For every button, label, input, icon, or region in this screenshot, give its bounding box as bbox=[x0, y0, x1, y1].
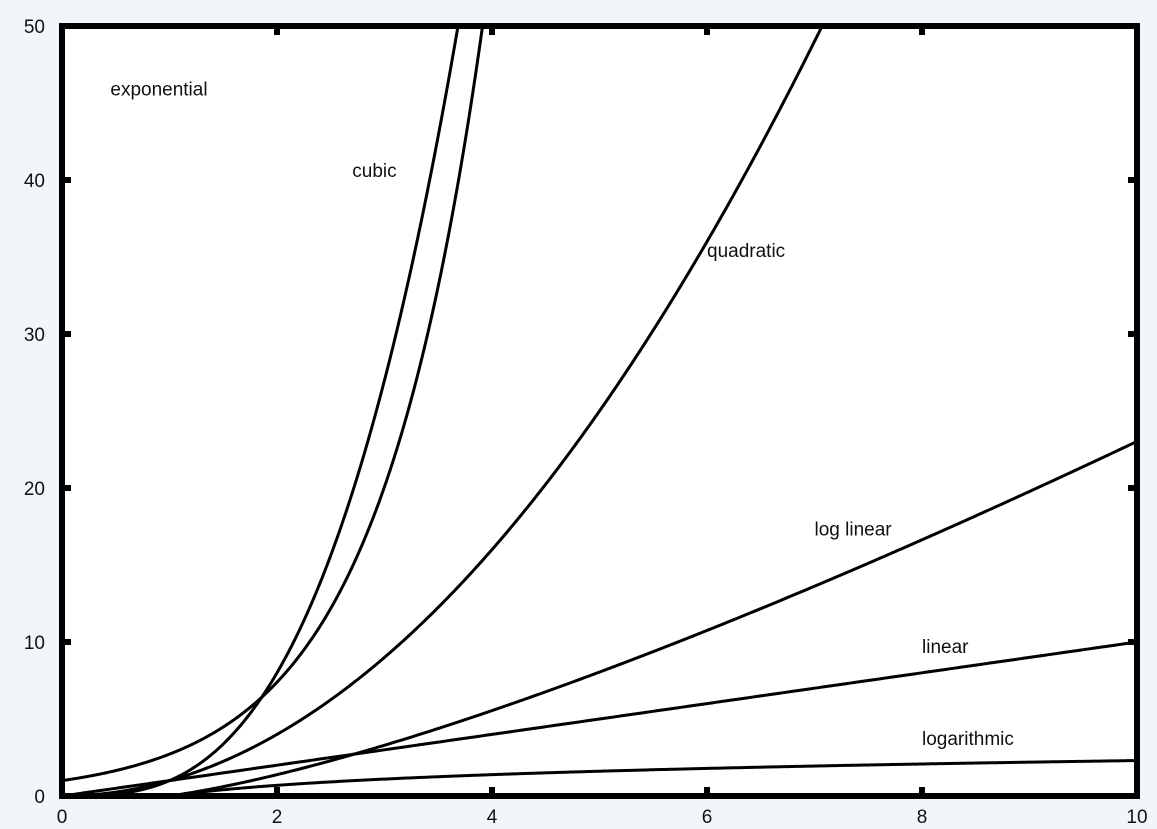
series-linear bbox=[60, 640, 1139, 798]
x-tick-label-0: 0 bbox=[57, 807, 68, 828]
x-tick-label-2: 2 bbox=[272, 807, 283, 828]
y-tick-label-50: 50 bbox=[24, 17, 45, 38]
series-logarithmic bbox=[168, 759, 1139, 798]
y-tick-labels: 0 10 20 30 40 50 bbox=[24, 17, 45, 808]
series-log-linear bbox=[168, 439, 1139, 798]
y-tick-label-10: 10 bbox=[24, 633, 45, 654]
x-tick-label-10: 10 bbox=[1126, 807, 1147, 828]
label-log-linear: log linear bbox=[815, 520, 893, 541]
series-curves bbox=[60, 24, 1139, 798]
y-tick-label-30: 30 bbox=[24, 325, 45, 346]
series-quadratic bbox=[60, 24, 824, 798]
series-cubic bbox=[60, 24, 460, 798]
label-logarithmic: logarithmic bbox=[922, 729, 1014, 750]
label-quadratic: quadratic bbox=[707, 241, 785, 262]
axis-ticks bbox=[59, 23, 1140, 799]
label-cubic: cubic bbox=[352, 161, 396, 182]
y-tick-label-0: 0 bbox=[34, 787, 45, 808]
x-tick-label-4: 4 bbox=[487, 807, 498, 828]
y-tick-label-40: 40 bbox=[24, 171, 45, 192]
x-tick-labels: 0 2 4 6 8 10 bbox=[57, 807, 1148, 828]
x-tick-label-6: 6 bbox=[702, 807, 713, 828]
label-exponential: exponential bbox=[110, 79, 207, 100]
x-tick-label-8: 8 bbox=[917, 807, 928, 828]
y-tick-label-20: 20 bbox=[24, 479, 45, 500]
curve-labels: exponential cubic quadratic log linear linea… bbox=[110, 79, 1014, 750]
series-exponential bbox=[60, 24, 485, 783]
label-linear: linear bbox=[922, 637, 969, 658]
